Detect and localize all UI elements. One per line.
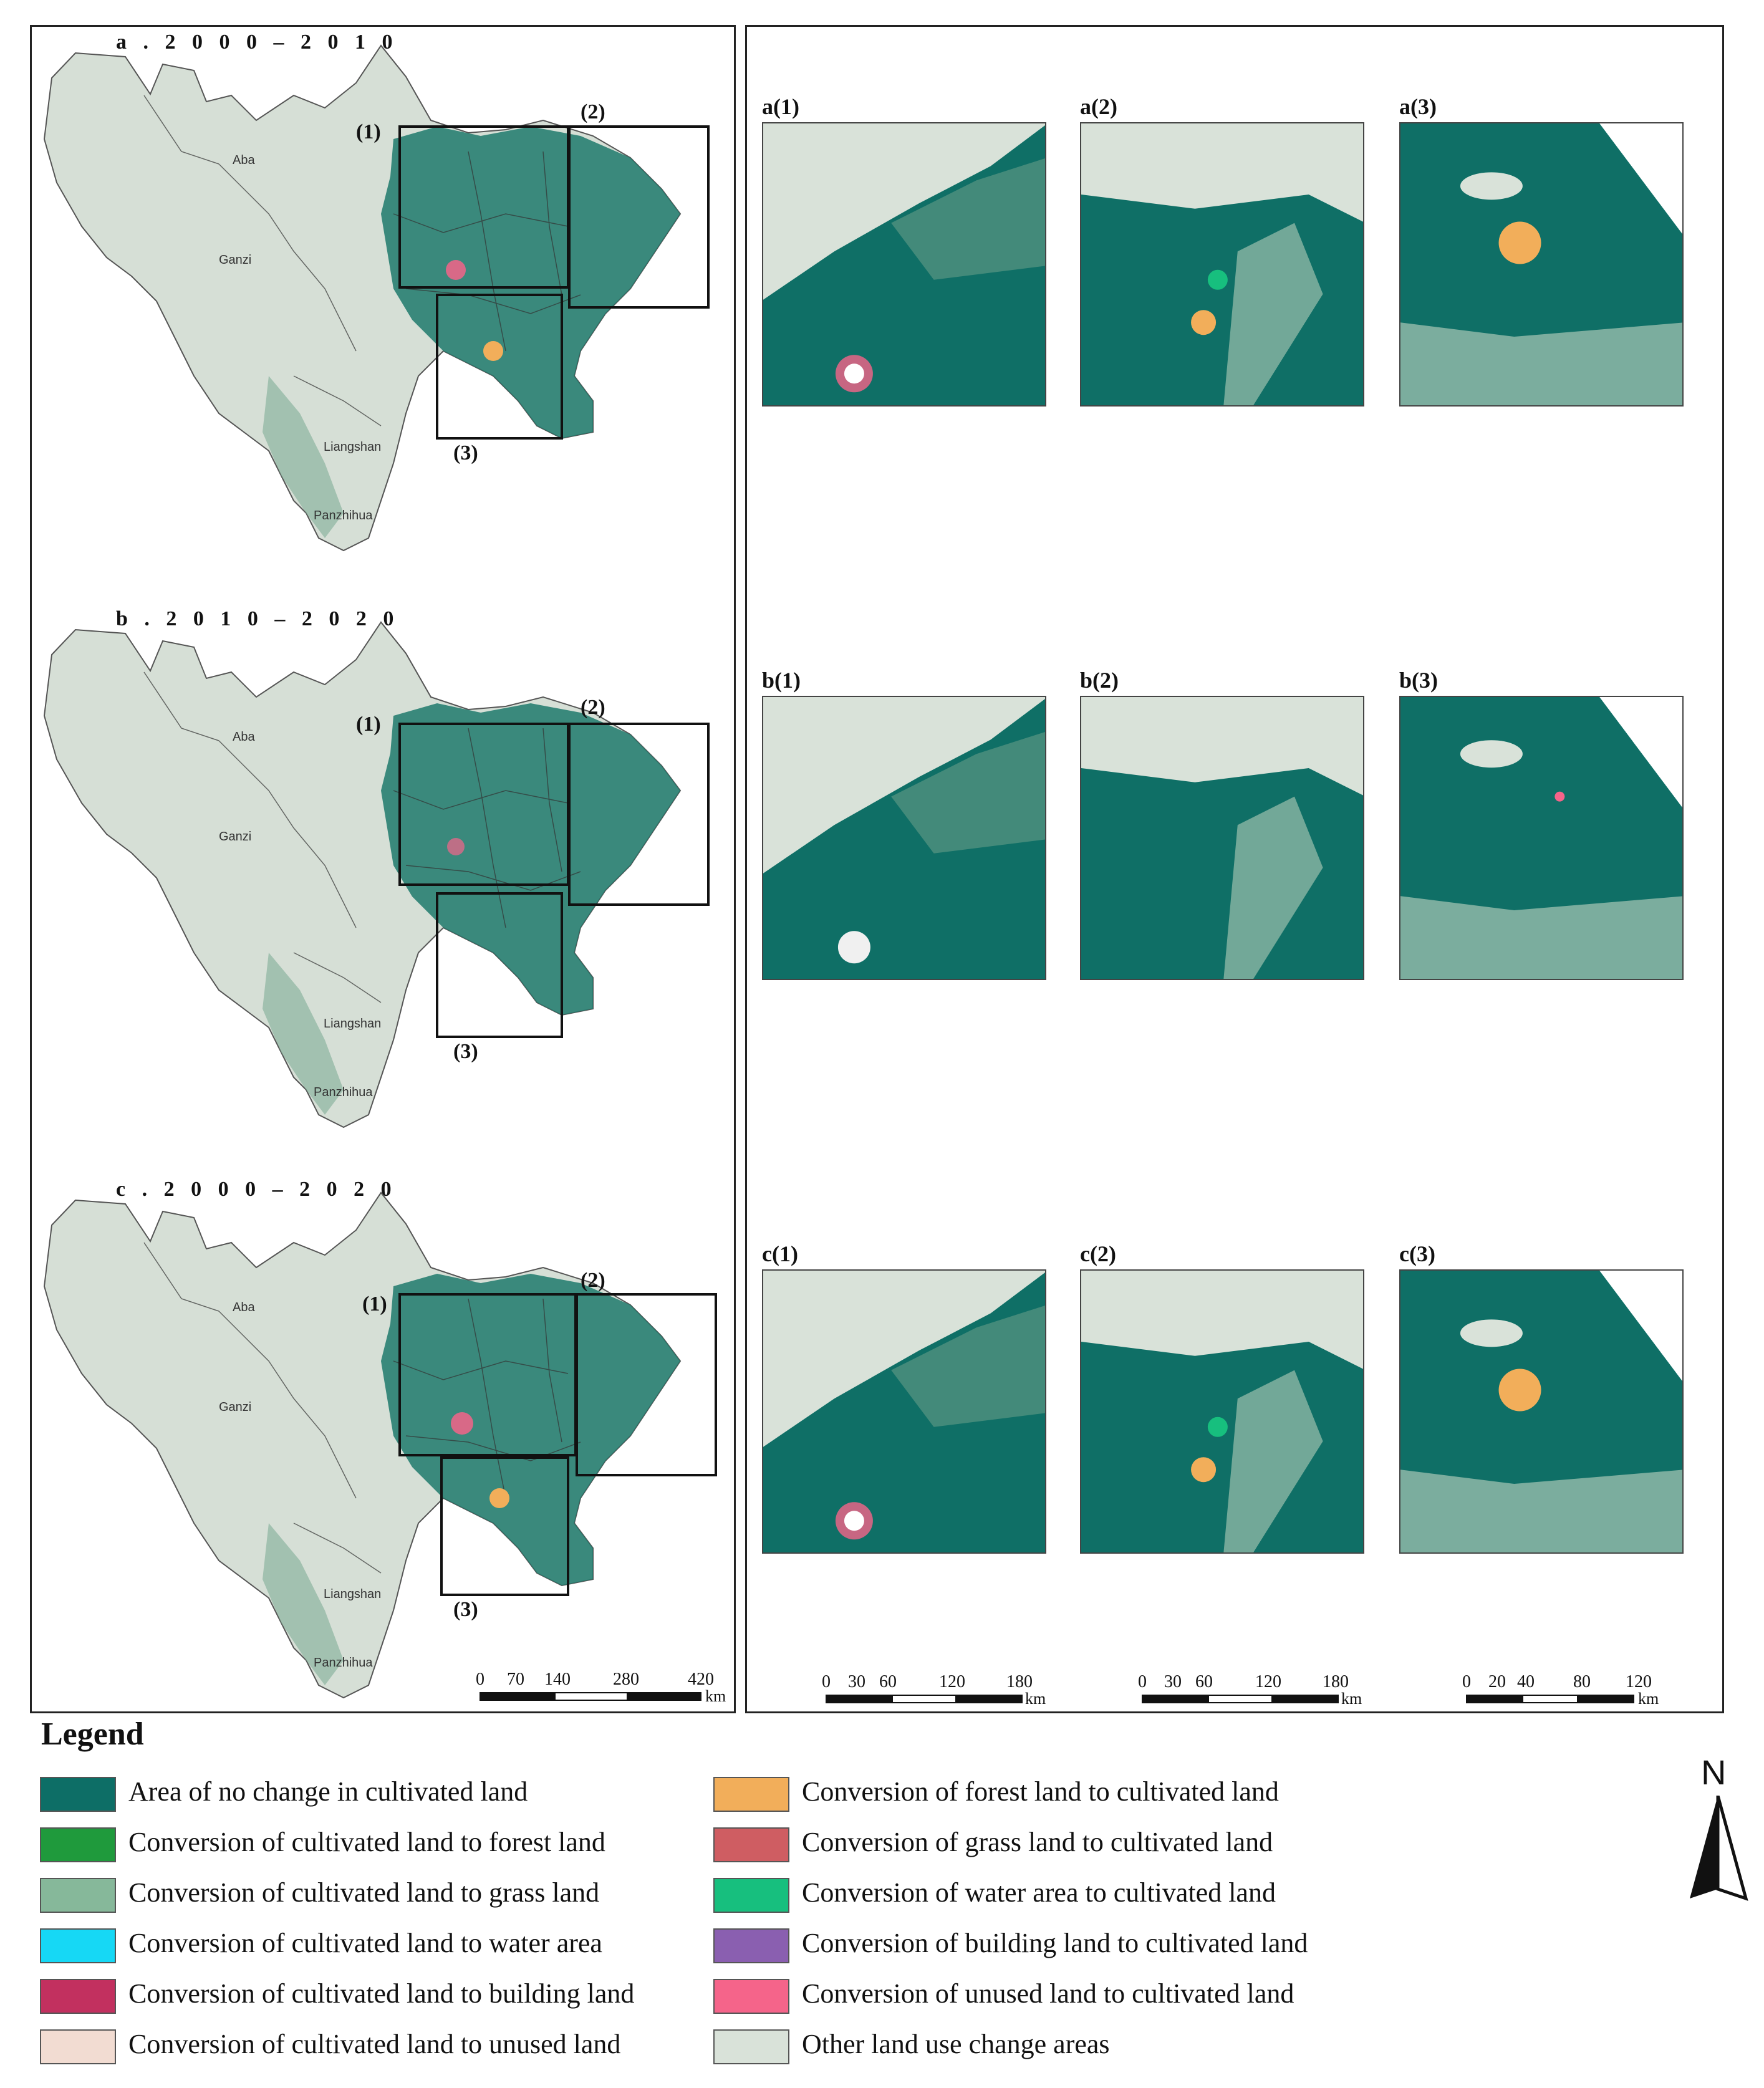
scale-bar-overview: 0 70 140 280 420 km [476, 1670, 726, 1705]
svg-text:Ganzi: Ganzi [219, 253, 251, 267]
inset-label-c1: c(1) [762, 1241, 798, 1266]
box-label-3: (3) [453, 1598, 478, 1621]
sichuan-map-a: Aba Ganzi Liangshan Panzhihua [43, 44, 710, 552]
legend-swatch [40, 2029, 116, 2064]
legend-swatch [40, 1979, 116, 2014]
overview-panel: a . 2 0 0 0 – 2 0 1 0 Aba Ganzi Liangsha… [30, 25, 736, 1713]
legend-label: Conversion of cultivated land to water a… [128, 1928, 602, 1958]
overview-map-a: a . 2 0 0 0 – 2 0 1 0 Aba Ganzi Liangsha… [32, 27, 734, 588]
svg-text:Ganzi: Ganzi [219, 830, 251, 844]
inset-map-c2 [1080, 1269, 1364, 1554]
legend-label: Conversion of forest land to cultivated … [802, 1776, 1279, 1807]
box-label-2: (2) [581, 100, 605, 123]
place-label: Aba [233, 153, 255, 167]
legend-swatch [40, 1928, 116, 1963]
sichuan-map-b: Aba Ganzi Liangshan Panzhihua [43, 621, 710, 1128]
box-label-2: (2) [581, 696, 605, 719]
legend-label: Other land use change areas [802, 2029, 1110, 2059]
inset-map-b2 [1080, 696, 1364, 980]
legend-label: Conversion of unused land to cultivated … [802, 1978, 1294, 2009]
legend-label: Area of no change in cultivated land [128, 1776, 528, 1807]
inset-label-a2: a(2) [1080, 94, 1117, 119]
legend-swatch [713, 1878, 789, 1913]
legend-swatch [713, 1777, 789, 1812]
legend-swatch [713, 1928, 789, 1963]
inset-label-a3: a(3) [1399, 94, 1437, 119]
box-label-1: (1) [362, 1292, 387, 1316]
legend-title: Legend [41, 1716, 144, 1752]
scale-bar-inset-1: 0 30 60 120 180 km [822, 1672, 1046, 1708]
svg-text:Liangshan: Liangshan [324, 440, 381, 454]
legend-label: Conversion of cultivated land to unused … [128, 2029, 621, 2059]
svg-text:Aba: Aba [233, 1301, 255, 1314]
inset-label-c2: c(2) [1080, 1241, 1116, 1266]
box-label-3: (3) [453, 1040, 478, 1063]
inset-map-a3 [1399, 122, 1684, 407]
legend-swatch [713, 1827, 789, 1862]
svg-text:Panzhihua: Panzhihua [314, 1656, 373, 1670]
overview-title-c: c . 2 0 0 0 – 2 0 2 0 [116, 1178, 397, 1201]
legend-swatch [40, 1878, 116, 1913]
legend-label: Conversion of cultivated land to buildin… [128, 1978, 635, 2009]
legend-label: Conversion of grass land to cultivated l… [802, 1827, 1273, 1857]
scale-bar-inset-2: 0 30 60 120 180 km [1138, 1672, 1362, 1708]
legend-label: Conversion of building land to cultivate… [802, 1928, 1308, 1958]
inset-label-b2: b(2) [1080, 668, 1119, 693]
box-label-1: (1) [356, 713, 381, 736]
svg-text:Ganzi: Ganzi [219, 1400, 251, 1414]
sichuan-map-c: Aba Ganzi Liangshan Panzhihua [43, 1191, 717, 1699]
overview-map-b: b . 2 0 1 0 – 2 0 2 0 Aba Ganzi Liangsha… [32, 604, 734, 1165]
inset-map-a2 [1080, 122, 1364, 407]
north-arrow: N [1684, 1752, 1752, 1902]
inset-map-b3 [1399, 696, 1684, 980]
legend-swatch [713, 2029, 789, 2064]
overview-map-c: c . 2 0 0 0 – 2 0 2 0 Aba Ganzi Liangsha… [32, 1174, 734, 1710]
inset-map-b1 [762, 696, 1046, 980]
north-label: N [1701, 1753, 1727, 1792]
svg-text:Panzhihua: Panzhihua [314, 509, 373, 522]
legend-label: Conversion of cultivated land to grass l… [128, 1877, 600, 1908]
north-arrow-icon [1690, 1796, 1748, 1901]
svg-text:Liangshan: Liangshan [324, 1017, 381, 1031]
inset-map-c3 [1399, 1269, 1684, 1554]
svg-text:Panzhihua: Panzhihua [314, 1085, 373, 1099]
box-label-1: (1) [356, 120, 381, 143]
svg-text:Liangshan: Liangshan [324, 1587, 381, 1601]
legend-swatch [40, 1827, 116, 1862]
inset-map-c1 [762, 1269, 1046, 1554]
legend-swatch [40, 1777, 116, 1812]
legend-label: Conversion of cultivated land to forest … [128, 1827, 605, 1857]
inset-label-a1: a(1) [762, 94, 799, 119]
inset-label-c3: c(3) [1399, 1241, 1435, 1266]
legend-swatch [713, 1979, 789, 2014]
box-label-2: (2) [581, 1269, 605, 1292]
svg-text:Aba: Aba [233, 730, 255, 744]
overview-title-b: b . 2 0 1 0 – 2 0 2 0 [116, 607, 400, 630]
inset-label-b1: b(1) [762, 668, 801, 693]
inset-label-b3: b(3) [1399, 668, 1438, 693]
inset-map-a1 [762, 122, 1046, 407]
legend-label: Conversion of water area to cultivated l… [802, 1877, 1276, 1908]
overview-title-a: a . 2 0 0 0 – 2 0 1 0 [116, 31, 398, 54]
scale-bar-inset-3: 0 20 40 80 120 km [1462, 1672, 1659, 1708]
box-label-3: (3) [453, 441, 478, 464]
